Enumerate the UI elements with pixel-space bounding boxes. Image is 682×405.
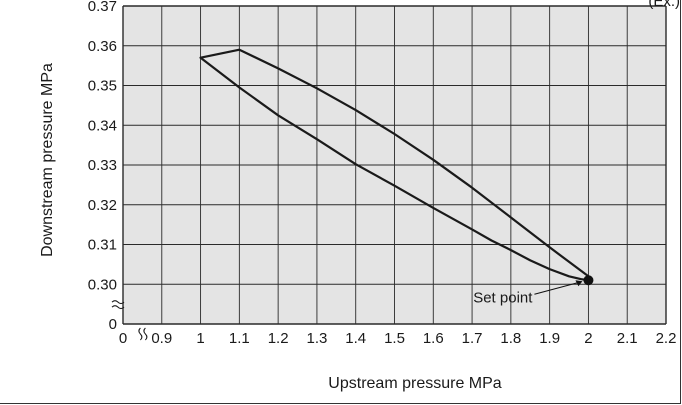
y-tick-label: 0 (109, 316, 117, 333)
set-point-leader (534, 281, 580, 295)
set-point-arrowhead (575, 280, 583, 287)
annotations: Set point (473, 275, 594, 306)
y-tick-labels: 0 0.30 0.31 0.32 0.33 0.34 0.35 0.36 0.37 (88, 0, 117, 333)
axis-break-marks (111, 300, 148, 341)
y-tick-label: 0.37 (88, 0, 117, 15)
y-tick-label: 0.33 (88, 157, 117, 174)
y-tick-label: 0.34 (88, 117, 117, 134)
x-tick-labels: 0 0.9 1 1.1 1.2 1.3 1.4 1.5 1.6 1.7 1.8 1.9 2 2.1 2.2 (119, 330, 677, 347)
lower-curve (199, 56, 590, 282)
x-tick-label: 1.1 (229, 330, 250, 347)
x-tick-label: 1.8 (500, 330, 521, 347)
set-point-label: Set point (473, 289, 533, 306)
y-axis-break-mark (111, 300, 125, 305)
curves (199, 48, 590, 282)
grid-lines (122, 5, 667, 325)
upper-curve (199, 48, 590, 278)
y-tick-label: 0.35 (88, 78, 117, 95)
y-axis-title: Downstream pressure MPa (39, 63, 56, 257)
x-axis-break-mark (143, 327, 148, 341)
x-tick-label: 1.2 (268, 330, 289, 347)
x-tick-label: 1.4 (345, 330, 366, 347)
y-tick-label: 0.31 (88, 237, 117, 254)
x-tick-label: 2.2 (656, 330, 677, 347)
x-tick-label: 1.6 (423, 330, 444, 347)
x-tick-label: 1.9 (539, 330, 560, 347)
x-axis-break-mark (138, 327, 143, 341)
x-tick-label: 1.5 (384, 330, 405, 347)
y-tick-label: 0.32 (88, 197, 117, 214)
x-tick-label: 1.3 (306, 330, 327, 347)
x-axis-title: Upstream pressure MPa (328, 375, 501, 392)
x-tick-label: 0.9 (151, 330, 172, 347)
set-point-marker (583, 275, 594, 286)
y-tick-label: 0.36 (88, 38, 117, 55)
x-tick-label: 1.7 (462, 330, 483, 347)
y-axis-break-mark (111, 305, 125, 310)
x-tick-label: 1 (196, 330, 204, 347)
y-tick-label: 0.30 (88, 276, 117, 293)
corner-label: (Ex.) (648, 0, 680, 10)
x-tick-label: 2.1 (617, 330, 638, 347)
x-tick-label: 0 (119, 330, 127, 347)
x-tick-label: 2 (584, 330, 592, 347)
